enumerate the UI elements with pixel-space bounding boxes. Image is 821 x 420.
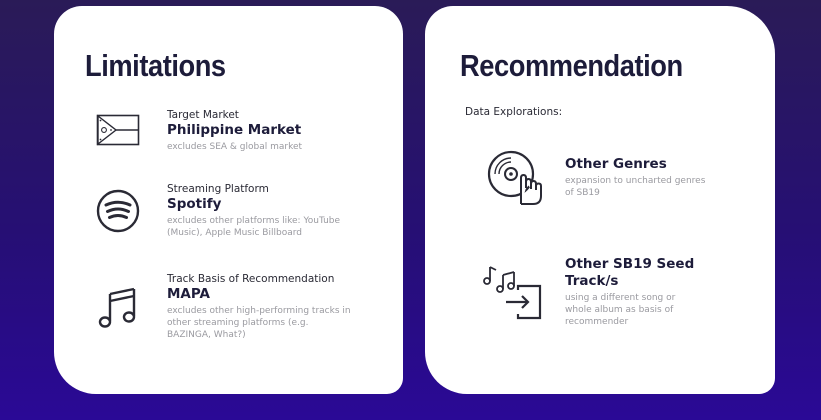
limitations-card: Limitations Target Market Philippine Mar…	[54, 6, 403, 394]
target-market-block: Target Market Philippine Market excludes…	[167, 109, 367, 153]
vinyl-record-hand-icon	[487, 148, 545, 206]
target-market-value: Philippine Market	[167, 122, 302, 138]
streaming-platform-note: excludes other platforms like: YouTube (…	[167, 216, 341, 238]
track-basis-note: excludes other high-performing tracks in…	[167, 306, 351, 340]
streaming-platform-label: Streaming Platform	[167, 183, 269, 195]
other-genres-value: Other Genres	[565, 156, 667, 172]
spotify-logo-icon	[96, 189, 140, 233]
recommendation-card: Recommendation Data Explorations: Other …	[425, 6, 775, 394]
other-seed-tracks-block: Other SB19 Seed Track/s using a differen…	[565, 256, 715, 328]
track-basis-value: MAPA	[167, 286, 210, 302]
recommendation-title: Recommendation	[460, 48, 683, 83]
other-genres-note: expansion to uncharted genres of SB19	[565, 176, 706, 198]
track-basis-label: Track Basis of Recommendation	[167, 273, 335, 285]
other-genres-block: Other Genres expansion to uncharted genr…	[565, 156, 715, 199]
philippine-flag-icon	[96, 114, 140, 146]
music-note-icon	[96, 286, 142, 332]
track-basis-block: Track Basis of Recommendation MAPA exclu…	[167, 273, 353, 341]
other-seed-tracks-value: Other SB19 Seed Track/s	[565, 256, 695, 289]
streaming-platform-value: Spotify	[167, 196, 222, 212]
music-notes-import-icon	[482, 264, 544, 320]
data-explorations-label: Data Explorations:	[465, 106, 563, 118]
streaming-platform-block: Streaming Platform Spotify excludes othe…	[167, 183, 357, 239]
target-market-note: excludes SEA & global market	[167, 142, 303, 152]
target-market-label: Target Market	[167, 109, 239, 121]
other-seed-tracks-note: using a different song or whole album as…	[565, 293, 676, 327]
limitations-title: Limitations	[85, 48, 226, 83]
